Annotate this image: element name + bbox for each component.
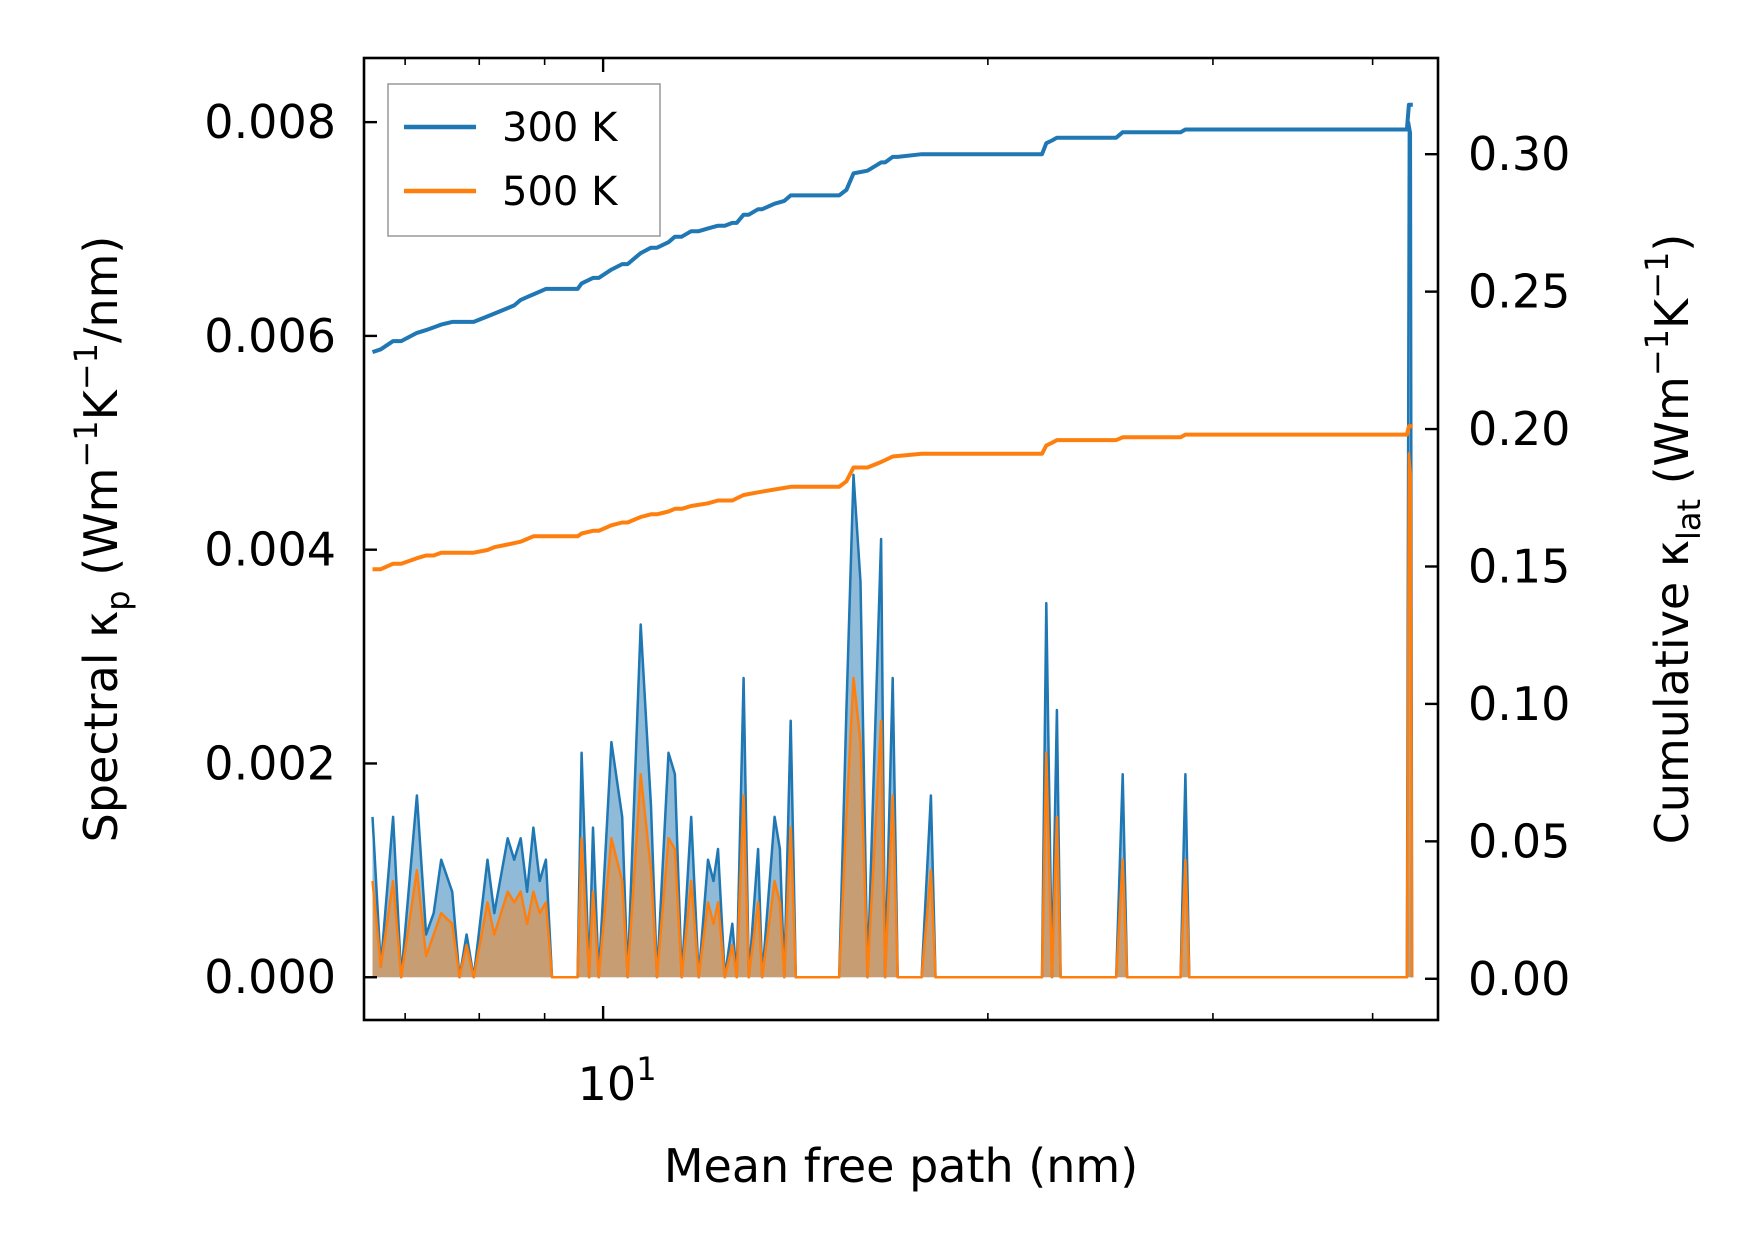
left-tick-labels: 0.000 0.002 0.004 0.006 0.008 [204, 95, 336, 1004]
right-tick-label: 0.00 [1468, 952, 1570, 1006]
right-tick-label: 0.15 [1468, 539, 1570, 593]
right-tick-label: 0.20 [1468, 402, 1570, 456]
left-y-axis-label: Spectral κp (Wm−1K−1/nm) [67, 236, 137, 843]
x-axis-label: Mean free path (nm) [664, 1139, 1138, 1193]
legend-box [387, 83, 661, 237]
spectral-line-300k [371, 120, 1414, 979]
left-tick-label: 0.008 [204, 95, 336, 149]
cumulative-lines [371, 102, 1413, 572]
spectral-fill-500k [372, 453, 1413, 978]
legend-label-500k: 500 K [502, 169, 619, 215]
right-tick-label: 0.05 [1468, 814, 1570, 868]
plot-frame [362, 56, 1440, 1022]
right-tick-label: 0.25 [1468, 265, 1570, 319]
axis-ticks [364, 58, 1438, 1020]
legend: 300 K 500 K [387, 83, 661, 237]
left-tick-label: 0.002 [204, 736, 336, 790]
left-tick-label: 0.004 [204, 523, 336, 577]
right-tick-label: 0.30 [1468, 127, 1570, 181]
right-tick-labels: 0.00 0.05 0.10 0.15 0.20 0.25 0.30 [1468, 127, 1570, 1006]
right-y-axis-label: Cumulative κlat (Wm−1K−1) [1638, 234, 1708, 845]
cumulative-line-500k [372, 424, 1413, 572]
left-tick-label: 0.006 [204, 309, 336, 363]
right-tick-label: 0.10 [1468, 677, 1570, 731]
x-tick-label: 101 [578, 1050, 657, 1111]
cumulative-line-300k [371, 102, 1413, 354]
spectral-lines [371, 120, 1414, 979]
left-tick-label: 0.000 [204, 950, 336, 1004]
spectral-line-500k [371, 452, 1414, 979]
legend-label-300k: 300 K [502, 105, 619, 151]
